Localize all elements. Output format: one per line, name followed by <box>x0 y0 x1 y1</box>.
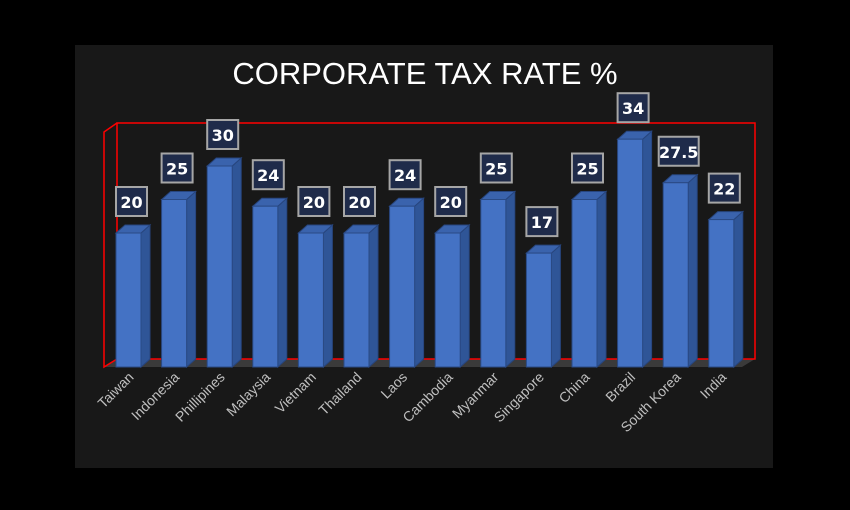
bar-side <box>414 197 425 369</box>
floor <box>104 359 755 367</box>
data-label-box <box>251 159 285 191</box>
chart-title: CORPORATE TAX RATE % <box>232 56 617 91</box>
data-label: 22 <box>713 180 735 199</box>
x-tick-label: Laos <box>377 369 410 402</box>
data-label: 25 <box>166 160 188 179</box>
bar-thailand: 20 <box>342 186 380 369</box>
bar-side <box>186 190 197 369</box>
bar-front <box>525 252 552 368</box>
bar-myanmar: 25 <box>479 152 517 369</box>
data-label-box <box>297 186 331 217</box>
data-label: 20 <box>348 193 370 212</box>
data-label-box <box>160 152 194 184</box>
data-label: 25 <box>485 160 507 179</box>
bar-front <box>571 199 598 368</box>
bar-taiwan: 20 <box>114 186 152 369</box>
bar-phillipines: 30 <box>205 119 243 369</box>
bar-front <box>389 205 416 368</box>
data-label: 25 <box>576 160 598 179</box>
data-label: 17 <box>531 213 553 232</box>
bar-side <box>596 190 607 369</box>
bar-side <box>231 156 242 369</box>
data-label: 20 <box>440 193 462 212</box>
x-tick-label: India <box>697 369 730 402</box>
x-tick-label: Phillipines <box>172 369 228 425</box>
bar-front <box>480 199 507 368</box>
bar-vietnam: 20 <box>297 186 334 369</box>
bar-side <box>505 190 516 369</box>
data-label: 27.5 <box>659 143 698 162</box>
data-label-box <box>434 186 468 217</box>
bar-front <box>252 205 279 368</box>
bar-front <box>708 219 735 368</box>
data-label-box <box>479 152 513 184</box>
bar-side <box>687 173 698 369</box>
data-label: 24 <box>257 166 279 185</box>
bar-side <box>459 223 470 369</box>
bar-side <box>550 243 561 369</box>
bar-front <box>617 138 644 368</box>
data-label: 20 <box>120 193 142 212</box>
x-tick-label: China <box>555 369 592 406</box>
bar-side <box>322 223 333 369</box>
data-label-box <box>343 186 376 217</box>
data-label: 34 <box>622 99 644 118</box>
bar-front <box>161 199 188 368</box>
bar-front <box>434 232 461 368</box>
x-tick-label: Singapore <box>491 369 548 426</box>
bar-front <box>297 232 324 368</box>
bar-indonesia: 25 <box>160 152 197 369</box>
bar-india: 22 <box>707 172 745 369</box>
data-label-box <box>388 159 422 191</box>
bar-brazil: 34 <box>616 92 653 369</box>
data-label-box <box>525 206 559 238</box>
data-label: 24 <box>394 166 416 185</box>
data-label: 20 <box>303 193 325 212</box>
bar-side <box>368 223 379 369</box>
data-label-box <box>707 172 741 204</box>
bar-side <box>733 210 744 369</box>
bar-side <box>642 130 653 369</box>
x-tick-label: Vietnam <box>272 369 319 416</box>
x-tick-label: Cambodia <box>399 369 456 426</box>
bar-front <box>206 165 233 368</box>
bar-front <box>115 232 142 368</box>
bar-malaysia: 24 <box>251 159 289 369</box>
bar-front <box>343 232 370 368</box>
bar-south-korea: 27.5 <box>657 135 700 369</box>
data-label-box <box>115 186 148 217</box>
x-tick-label: Malaysia <box>223 369 274 420</box>
data-label-box <box>657 135 700 167</box>
x-tick-label: Thailand <box>315 369 364 418</box>
data-label-box <box>616 92 650 124</box>
bar-side <box>140 223 151 369</box>
x-tick-label: Brazil <box>602 369 638 405</box>
bar-side <box>277 197 288 369</box>
bar-china: 25 <box>570 152 608 369</box>
bar-cambodia: 20 <box>433 186 471 369</box>
data-label: 30 <box>212 126 234 145</box>
data-label-box <box>206 119 240 150</box>
x-tick-label: Taiwan <box>94 369 136 411</box>
data-label-box <box>571 152 604 184</box>
bar-laos: 24 <box>388 159 425 369</box>
bar-front <box>662 182 689 368</box>
side-wall-frame <box>103 122 118 369</box>
bar-singapore: 17 <box>525 206 562 369</box>
